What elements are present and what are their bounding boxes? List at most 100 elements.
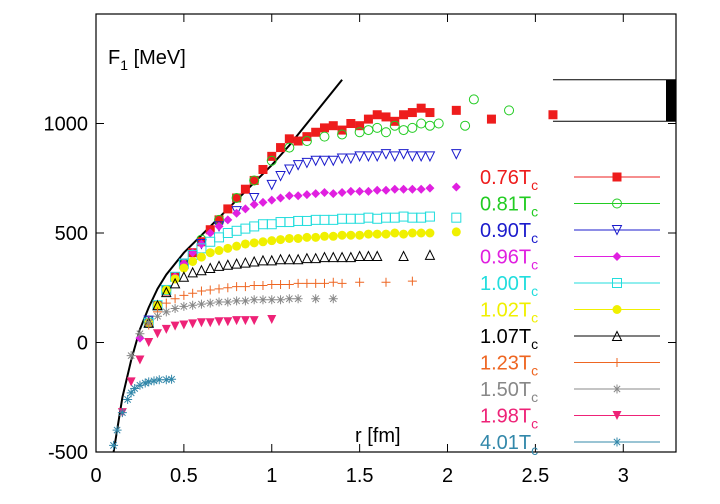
data-point bbox=[311, 127, 321, 137]
data-point bbox=[363, 229, 373, 239]
data-point bbox=[337, 187, 347, 197]
data-point bbox=[249, 238, 259, 248]
data-point bbox=[284, 253, 295, 265]
data-point bbox=[223, 283, 233, 293]
data-point bbox=[363, 186, 373, 196]
data-point bbox=[205, 298, 215, 308]
data-point bbox=[267, 315, 277, 325]
legend-marker bbox=[612, 198, 622, 209]
data-point bbox=[258, 295, 268, 305]
data-point bbox=[284, 279, 294, 289]
data-point bbox=[249, 175, 259, 185]
data-point bbox=[135, 380, 145, 390]
data-point bbox=[140, 378, 150, 388]
data-point bbox=[389, 151, 401, 162]
data-point bbox=[363, 114, 373, 124]
data-point bbox=[188, 288, 198, 298]
data-point bbox=[399, 184, 409, 194]
data-point bbox=[284, 294, 294, 304]
data-point bbox=[249, 281, 259, 291]
legend-marker bbox=[612, 437, 622, 447]
data-point bbox=[258, 197, 268, 207]
data-point bbox=[249, 221, 260, 232]
data-point bbox=[275, 217, 286, 228]
data-point bbox=[292, 160, 304, 171]
legend-marker bbox=[612, 411, 622, 420]
data-point bbox=[451, 182, 461, 192]
data-point bbox=[301, 215, 312, 226]
data-point bbox=[337, 213, 348, 224]
data-point bbox=[319, 131, 330, 142]
data-point bbox=[381, 277, 391, 287]
data-point bbox=[223, 215, 233, 225]
data-point bbox=[248, 192, 260, 204]
data-point bbox=[267, 236, 277, 246]
data-point bbox=[416, 228, 426, 238]
data-point bbox=[407, 184, 417, 194]
data-point bbox=[363, 212, 374, 223]
x-tick-label: 1 bbox=[266, 465, 277, 487]
data-point bbox=[135, 329, 145, 339]
data-point bbox=[167, 374, 177, 384]
data-point bbox=[231, 192, 242, 203]
data-point bbox=[284, 217, 295, 228]
data-point bbox=[381, 229, 391, 239]
data-point bbox=[301, 252, 313, 264]
data-point bbox=[416, 212, 427, 223]
data-point bbox=[144, 318, 154, 328]
data-point bbox=[214, 232, 225, 243]
data-point bbox=[381, 127, 391, 138]
data-point bbox=[196, 299, 206, 309]
data-point bbox=[416, 184, 426, 194]
data-point bbox=[319, 278, 329, 288]
data-point bbox=[424, 120, 435, 131]
data-point bbox=[205, 228, 215, 238]
data-point bbox=[363, 151, 374, 162]
data-point bbox=[355, 277, 365, 287]
data-point bbox=[363, 250, 374, 261]
data-point bbox=[424, 211, 435, 222]
data-point bbox=[319, 214, 330, 225]
data-point bbox=[284, 191, 294, 201]
data-point bbox=[160, 286, 172, 298]
data-point bbox=[222, 228, 233, 238]
legend-marker bbox=[612, 384, 622, 394]
data-point bbox=[154, 375, 164, 385]
data-point bbox=[231, 258, 242, 269]
data-point bbox=[416, 118, 427, 129]
data-point bbox=[310, 155, 322, 167]
data-point bbox=[355, 121, 365, 131]
data-point bbox=[144, 338, 154, 347]
data-point bbox=[187, 266, 198, 278]
data-point bbox=[267, 295, 277, 305]
data-point bbox=[144, 377, 154, 387]
data-point bbox=[310, 214, 321, 225]
data-point bbox=[214, 221, 224, 231]
data-point bbox=[327, 251, 339, 263]
data-point bbox=[249, 175, 260, 186]
legend-marker bbox=[611, 225, 623, 236]
data-point bbox=[310, 252, 322, 264]
data-point bbox=[204, 262, 216, 274]
data-point bbox=[372, 110, 382, 120]
data-point bbox=[188, 319, 198, 329]
data-point bbox=[504, 105, 515, 116]
data-point bbox=[276, 279, 286, 289]
data-point bbox=[548, 110, 558, 120]
data-point bbox=[311, 294, 321, 304]
data-point bbox=[240, 296, 250, 306]
data-point bbox=[258, 164, 268, 174]
data-point bbox=[486, 114, 496, 124]
legend-label: 0.76Tc bbox=[480, 167, 538, 193]
data-point bbox=[311, 232, 321, 242]
data-point bbox=[275, 171, 286, 182]
data-point bbox=[258, 281, 268, 291]
y-tick-label: -500 bbox=[48, 442, 88, 464]
data-point bbox=[319, 187, 329, 197]
data-point bbox=[355, 230, 365, 240]
series-3 bbox=[135, 182, 461, 343]
data-point bbox=[232, 316, 242, 326]
data-point bbox=[337, 230, 347, 240]
data-point bbox=[302, 190, 312, 200]
data-point bbox=[232, 193, 242, 203]
